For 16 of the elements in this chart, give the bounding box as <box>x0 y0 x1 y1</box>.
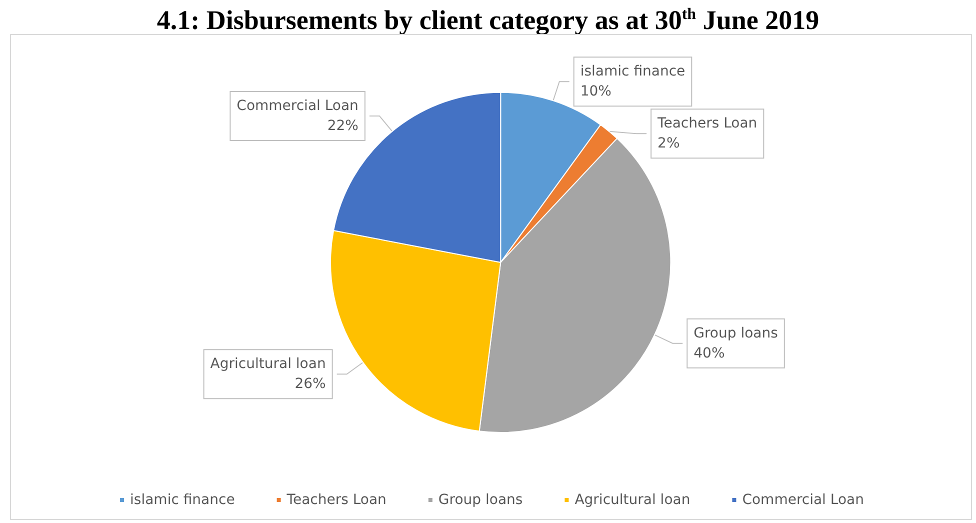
chart-title: 4.1: Disbursements by client category as at 30$^{th}$ June 2019 <box>156 4 820 35</box>
legend-label: Teachers Loan <box>286 492 386 508</box>
legend-label: islamic finance <box>130 492 235 508</box>
legend-label: Commercial Loan <box>742 492 864 508</box>
slice-label: Teachers Loan <box>656 116 758 132</box>
legend-label: Agricultural loan <box>574 492 690 508</box>
slice-label: Commercial Loan <box>236 98 358 114</box>
data-label: 26% <box>294 376 326 392</box>
data-label: 22% <box>327 118 358 134</box>
data-label: 40% <box>694 345 725 362</box>
slice-label: Agricultural loan <box>210 356 326 372</box>
data-label: 2% <box>658 136 680 152</box>
legend-label: Group loans <box>438 492 523 508</box>
data-label: 10% <box>580 84 612 100</box>
slice-label: Group loans <box>694 325 778 342</box>
slice-label: islamic finance <box>580 64 686 80</box>
